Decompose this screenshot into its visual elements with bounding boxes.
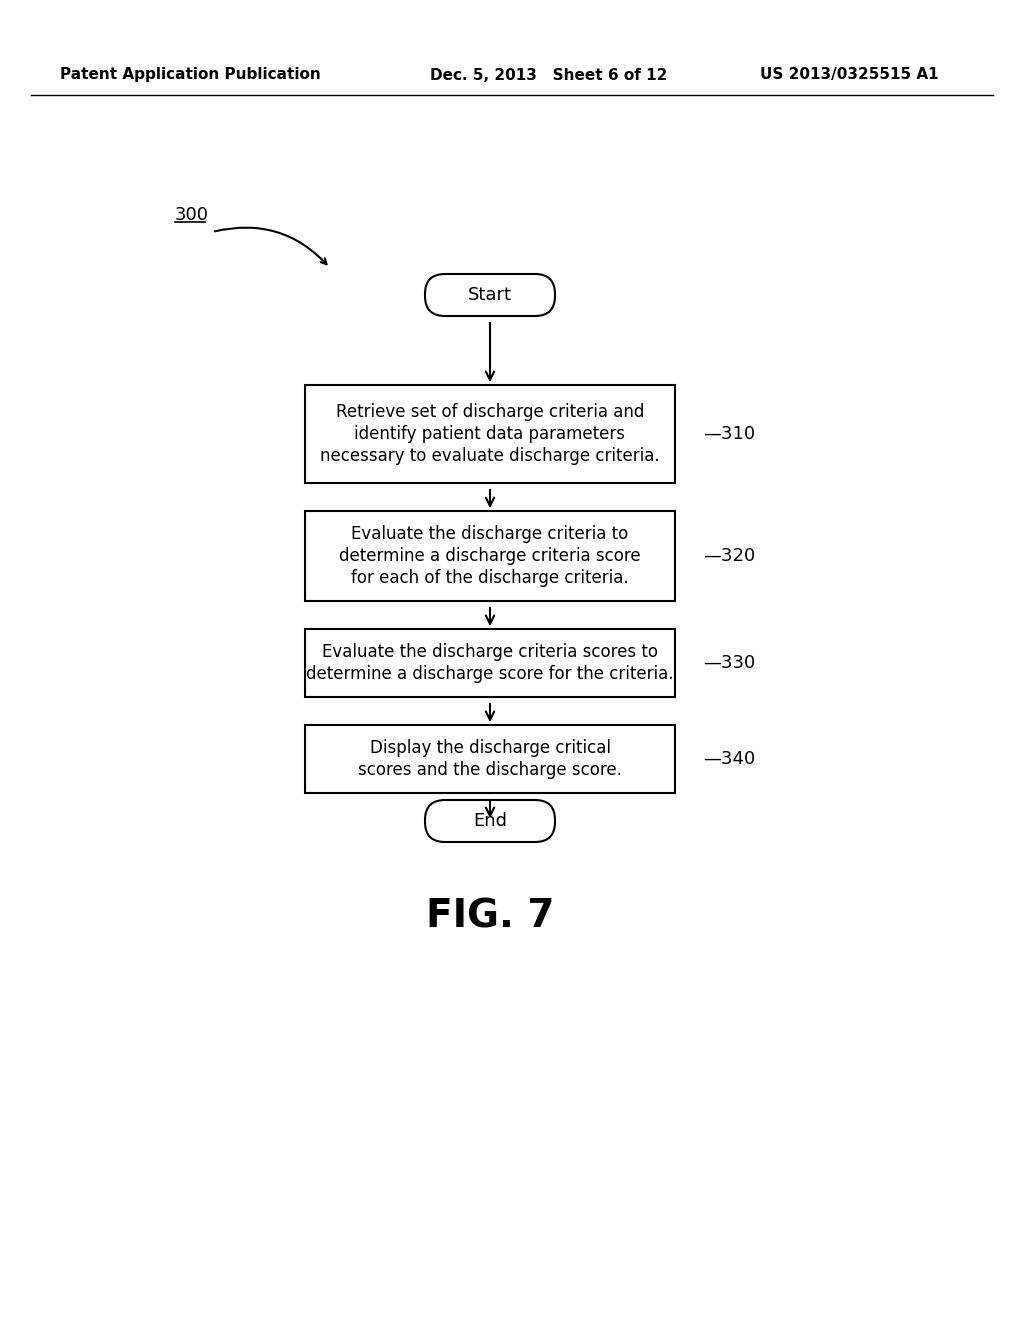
- Text: End: End: [473, 812, 507, 830]
- FancyBboxPatch shape: [425, 275, 555, 315]
- Text: Retrieve set of discharge criteria and: Retrieve set of discharge criteria and: [336, 403, 644, 421]
- FancyBboxPatch shape: [425, 800, 555, 842]
- Text: —340: —340: [703, 750, 756, 768]
- Text: FIG. 7: FIG. 7: [426, 898, 554, 936]
- FancyBboxPatch shape: [305, 511, 675, 601]
- Text: Patent Application Publication: Patent Application Publication: [60, 67, 321, 82]
- Text: 300: 300: [175, 206, 209, 224]
- Text: Dec. 5, 2013   Sheet 6 of 12: Dec. 5, 2013 Sheet 6 of 12: [430, 67, 668, 82]
- Text: necessary to evaluate discharge criteria.: necessary to evaluate discharge criteria…: [321, 447, 659, 465]
- FancyBboxPatch shape: [305, 725, 675, 793]
- Text: for each of the discharge criteria.: for each of the discharge criteria.: [351, 569, 629, 587]
- FancyBboxPatch shape: [305, 385, 675, 483]
- Text: Evaluate the discharge criteria scores to: Evaluate the discharge criteria scores t…: [322, 643, 658, 661]
- Text: Evaluate the discharge criteria to: Evaluate the discharge criteria to: [351, 525, 629, 543]
- Text: —310: —310: [703, 425, 755, 444]
- Text: Start: Start: [468, 286, 512, 304]
- Text: identify patient data parameters: identify patient data parameters: [354, 425, 626, 444]
- Text: Display the discharge critical: Display the discharge critical: [370, 739, 610, 756]
- Text: determine a discharge score for the criteria.: determine a discharge score for the crit…: [306, 665, 674, 682]
- FancyBboxPatch shape: [305, 630, 675, 697]
- Text: determine a discharge criteria score: determine a discharge criteria score: [339, 546, 641, 565]
- Text: scores and the discharge score.: scores and the discharge score.: [358, 762, 622, 779]
- Text: —320: —320: [703, 546, 756, 565]
- Text: US 2013/0325515 A1: US 2013/0325515 A1: [760, 67, 939, 82]
- Text: —330: —330: [703, 653, 756, 672]
